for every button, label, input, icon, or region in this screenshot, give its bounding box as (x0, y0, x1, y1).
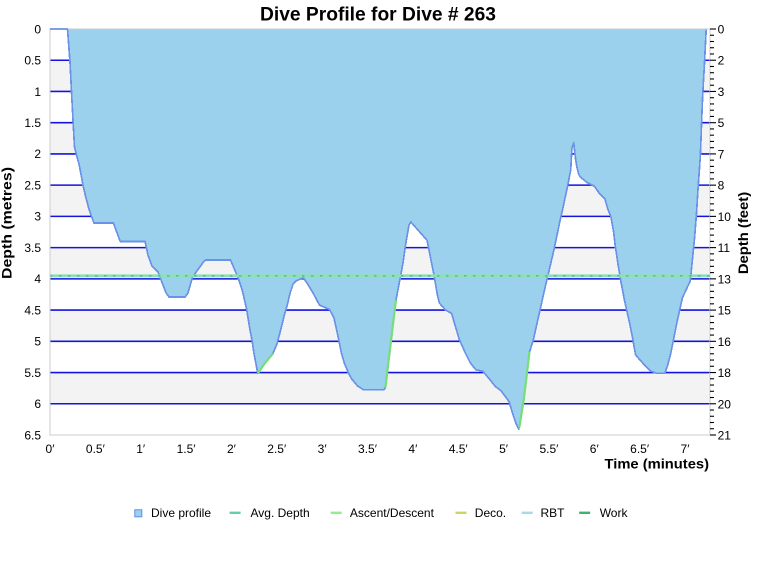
svg-text:Work: Work (600, 506, 629, 520)
svg-text:20: 20 (718, 397, 732, 411)
svg-text:4.5′: 4.5′ (449, 442, 469, 456)
svg-text:Dive profile: Dive profile (151, 506, 211, 520)
svg-text:11: 11 (718, 241, 731, 255)
svg-text:Time (minutes): Time (minutes) (605, 456, 710, 472)
svg-text:3.5′: 3.5′ (358, 442, 378, 456)
svg-text:Ascent/Descent: Ascent/Descent (350, 506, 435, 520)
svg-text:0: 0 (718, 23, 725, 37)
svg-text:2: 2 (34, 147, 41, 161)
svg-text:0: 0 (34, 22, 41, 36)
svg-text:3′: 3′ (318, 442, 328, 456)
svg-text:1: 1 (34, 85, 41, 99)
svg-text:5.5′: 5.5′ (539, 442, 559, 456)
svg-text:Avg. Depth: Avg. Depth (251, 506, 310, 520)
svg-text:3: 3 (718, 85, 725, 99)
svg-text:15: 15 (718, 304, 732, 318)
svg-text:6.5′: 6.5′ (630, 442, 650, 456)
svg-text:7′: 7′ (681, 442, 691, 456)
svg-text:6: 6 (34, 397, 41, 411)
svg-text:5.5: 5.5 (24, 366, 41, 380)
svg-text:2.5: 2.5 (24, 178, 41, 192)
svg-text:Depth (metres): Depth (metres) (0, 167, 15, 279)
svg-text:2′: 2′ (227, 442, 237, 456)
svg-text:5: 5 (34, 335, 41, 349)
svg-text:18: 18 (718, 366, 732, 380)
svg-text:Deco.: Deco. (475, 506, 506, 520)
svg-text:5′: 5′ (499, 442, 509, 456)
svg-text:4: 4 (34, 272, 41, 286)
svg-text:5: 5 (718, 116, 725, 130)
svg-text:0.5′: 0.5′ (86, 442, 106, 456)
svg-text:0′: 0′ (46, 442, 56, 456)
svg-text:8: 8 (718, 179, 725, 193)
svg-text:21: 21 (718, 429, 732, 443)
svg-text:4.5: 4.5 (24, 303, 41, 317)
svg-text:13: 13 (718, 272, 732, 286)
svg-text:6′: 6′ (590, 442, 600, 456)
svg-text:0.5: 0.5 (24, 54, 41, 68)
svg-text:2: 2 (718, 54, 725, 68)
svg-text:3.5: 3.5 (24, 241, 41, 255)
svg-text:1′: 1′ (136, 442, 146, 456)
svg-text:1.5: 1.5 (24, 116, 41, 130)
svg-text:1.5′: 1.5′ (177, 442, 197, 456)
svg-text:3: 3 (34, 210, 41, 224)
svg-text:4′: 4′ (408, 442, 418, 456)
svg-text:Dive Profile for Dive # 263: Dive Profile for Dive # 263 (260, 4, 496, 25)
svg-text:16: 16 (718, 335, 732, 349)
svg-text:7: 7 (718, 147, 725, 161)
svg-text:Depth (feet): Depth (feet) (736, 192, 751, 274)
svg-text:6.5: 6.5 (24, 428, 41, 442)
svg-text:10: 10 (718, 210, 732, 224)
svg-text:2.5′: 2.5′ (267, 442, 287, 456)
svg-text:RBT: RBT (541, 506, 566, 520)
